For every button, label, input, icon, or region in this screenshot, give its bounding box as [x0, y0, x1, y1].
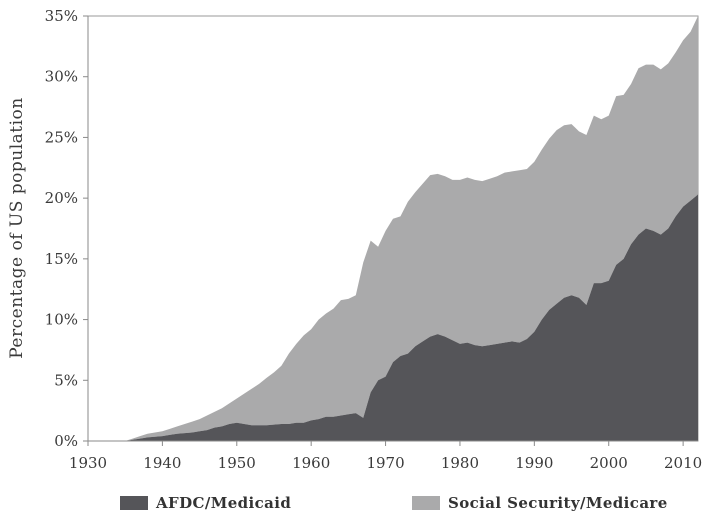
- y-tick-label-35: 35%: [45, 7, 78, 25]
- y-axis-title: Percentage of US population: [7, 97, 27, 359]
- x-tick-label-1980: 1980: [441, 454, 479, 472]
- x-tick-label-2000: 2000: [590, 454, 628, 472]
- x-axis-ticks: 1930 1940 1950 1960 1970 1980 1990 2000 2010: [69, 441, 702, 472]
- x-tick-label-2010: 2010: [664, 454, 702, 472]
- legend-label-social-security-medicare: Social Security/Medicare: [448, 494, 668, 512]
- y-tick-label-10: 10%: [45, 311, 78, 329]
- y-tick-label-30: 30%: [45, 68, 78, 86]
- x-tick-label-1940: 1940: [143, 454, 181, 472]
- legend-item-social-security-medicare: Social Security/Medicare: [412, 494, 668, 512]
- legend-item-afdc-medicaid: AFDC/Medicaid: [120, 494, 291, 512]
- x-tick-label-1990: 1990: [515, 454, 553, 472]
- legend: AFDC/Medicaid Social Security/Medicare: [0, 486, 707, 522]
- legend-swatch-social-security-medicare: [412, 496, 440, 510]
- y-axis-ticks: 0% 5% 10% 15% 20% 25% 30% 35%: [45, 7, 88, 450]
- legend-swatch-afdc-medicaid: [120, 496, 148, 510]
- stacked-area-chart: 1930 1940 1950 1960 1970 1980 1990 2000 2010 0% 5…: [7, 7, 702, 472]
- legend-label-afdc-medicaid: AFDC/Medicaid: [156, 494, 292, 512]
- x-tick-label-1930: 1930: [69, 454, 107, 472]
- y-tick-label-20: 20%: [45, 189, 78, 207]
- y-tick-label-0: 0%: [54, 432, 78, 450]
- social-security-medicare-area: [88, 16, 698, 441]
- x-tick-label-1960: 1960: [292, 454, 330, 472]
- y-tick-label-5: 5%: [54, 371, 78, 389]
- y-tick-label-15: 15%: [45, 250, 78, 268]
- afdc-medicaid-area: [88, 194, 698, 441]
- x-tick-label-1950: 1950: [218, 454, 256, 472]
- x-tick-label-1970: 1970: [366, 454, 404, 472]
- y-tick-label-25: 25%: [45, 128, 78, 146]
